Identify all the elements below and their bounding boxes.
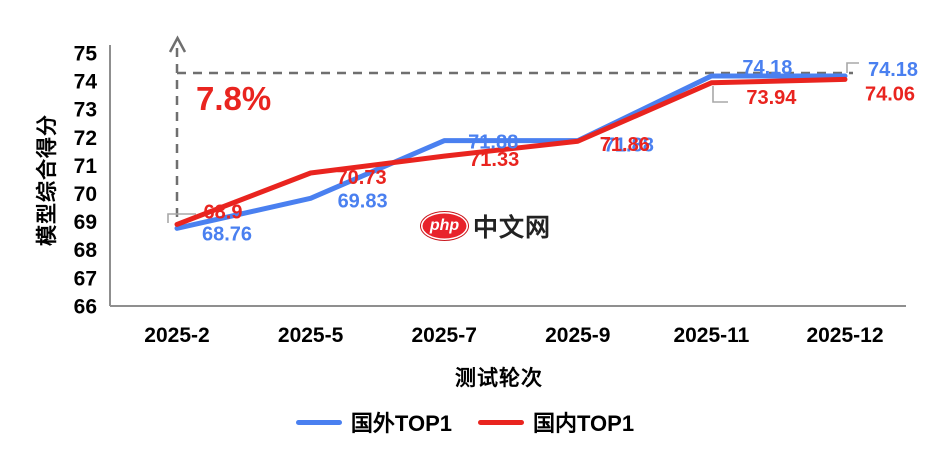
y-tick-label: 70 xyxy=(74,183,97,206)
legend: 国外TOP1 国内TOP1 xyxy=(0,406,930,438)
y-tick-label: 69 xyxy=(74,211,97,234)
x-tick-label: 2025-5 xyxy=(278,324,344,347)
data-label: 73.94 xyxy=(746,87,797,109)
label-leader-line xyxy=(846,62,859,73)
legend-line-icon xyxy=(478,419,524,425)
data-label: 74.18 xyxy=(868,59,918,81)
x-tick-label: 2025-9 xyxy=(545,324,610,347)
data-label: 70.73 xyxy=(337,167,387,189)
y-tick-label: 72 xyxy=(74,127,97,150)
data-label: 74.06 xyxy=(865,83,915,105)
series-lines xyxy=(174,73,848,231)
y-tick-label: 74 xyxy=(74,71,98,94)
x-tick-label: 2025-11 xyxy=(673,324,749,347)
legend-item: 国内TOP1 xyxy=(478,406,634,438)
legend-label: 国外TOP1 xyxy=(350,411,452,436)
data-label: 71.88 xyxy=(604,135,654,157)
legend-label: 国内TOP1 xyxy=(533,411,635,436)
data-label: 74.18 xyxy=(742,57,792,79)
data-point-labels: 68.76 69.83 71.88 71.88 74.18 74.18 68.9 70.73 7… xyxy=(202,57,918,245)
x-tick-label: 2025-12 xyxy=(806,324,883,347)
data-label: 71.86 xyxy=(600,134,650,156)
y-tick-label: 66 xyxy=(74,295,97,318)
data-label: 68.76 xyxy=(202,223,252,245)
arrow-up-icon xyxy=(168,35,187,53)
y-tick-label: 73 xyxy=(74,99,97,122)
x-axis-title: 测试轮次 xyxy=(455,367,543,390)
y-tick-labels: 75 74 73 72 71 70 69 68 67 66 xyxy=(74,43,98,319)
legend-item: 国外TOP1 xyxy=(295,406,452,438)
axes xyxy=(109,45,906,307)
x-tick-labels: 2025-2 2025-5 2025-7 2025-9 2025-11 2025-12 xyxy=(144,324,883,347)
data-label: 68.9 xyxy=(204,201,243,223)
growth-annotation: 7.8% xyxy=(196,80,272,117)
x-tick-label: 2025-7 xyxy=(412,324,477,347)
y-tick-label: 75 xyxy=(74,43,98,66)
watermark: php 中文网 xyxy=(421,208,551,244)
series-line xyxy=(174,73,848,231)
series-line xyxy=(174,76,848,227)
data-label: 69.83 xyxy=(338,190,388,212)
data-label: 71.33 xyxy=(469,149,519,171)
legend-line-icon xyxy=(295,419,342,425)
label-leader-line xyxy=(712,86,728,103)
watermark-text: 中文网 xyxy=(473,214,552,242)
php-logo-icon: php xyxy=(421,212,468,240)
y-tick-label: 71 xyxy=(74,155,98,178)
x-tick-label: 2025-2 xyxy=(144,324,209,347)
growth-measure-annotation xyxy=(167,35,859,225)
y-axis-title: 模型综合得分 xyxy=(36,114,59,246)
y-tick-label: 68 xyxy=(74,239,98,262)
label-leader-line xyxy=(167,213,196,223)
data-label: 71.88 xyxy=(468,132,518,154)
y-tick-label: 67 xyxy=(74,267,97,290)
